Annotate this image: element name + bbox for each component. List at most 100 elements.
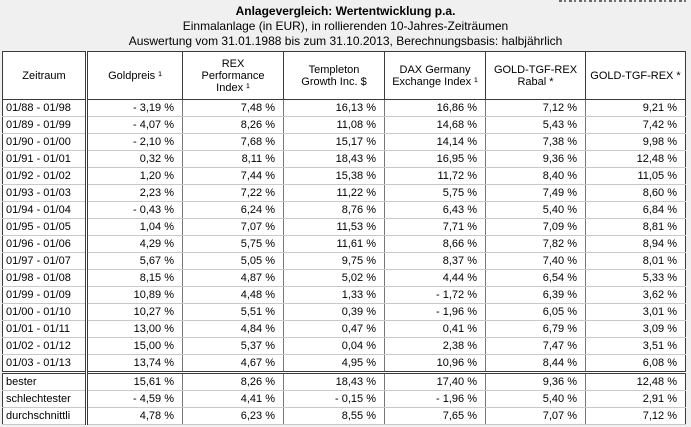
performance-table: Zeitraum Goldpreis ¹ REX Performance Index… [2,51,686,425]
table-row: 01/00 - 01/10 10,27 % 5,51 % 0,39 % - 1,96 %… [2,303,686,321]
summary-label-cell: schlechtester [2,390,88,408]
value-cell: 7,07 % [182,218,284,236]
value-cell: 7,12 % [585,407,686,425]
value-cell: 7,49 % [485,184,586,202]
period-cell: 01/94 - 01/04 [2,201,88,219]
value-cell: 8,44 % [485,354,586,373]
period-cell: 01/92 - 01/02 [2,167,88,185]
value-cell: 7,82 % [485,235,586,253]
column-header: Goldpreis ¹ [86,51,183,100]
report-title: Anlagevergleich: Wertentwicklung p.a. [235,4,456,18]
table-row: durchschnittli 4,78 % 6,23 % 8,55 % 7,65 % 7,… [2,407,686,425]
value-cell: 2,38 % [384,337,486,355]
value-cell: 4,84 % [182,320,284,338]
value-cell: 8,60 % [585,184,686,202]
value-cell: 7,22 % [182,184,284,202]
value-cell: 0,32 % [86,150,183,168]
value-cell: - 4,07 % [86,116,183,134]
value-cell: 17,40 % [384,371,486,391]
value-cell: 10,89 % [86,286,183,304]
value-cell: 16,86 % [384,99,486,117]
table-summary: bester 15,61 % 8,26 % 18,43 % 17,40 % 9,36 % 1… [2,371,686,425]
value-cell: 5,51 % [182,303,284,321]
value-cell: 14,14 % [384,133,486,151]
table-row: 01/89 - 01/99- 4,07 % 8,26 % 11,08 % 14,68 … [2,116,686,134]
table-row: 01/94 - 01/04- 0,43 % 6,24 % 8,76 % 6,43 % 5… [2,201,686,219]
value-cell: 12,48 % [585,150,686,168]
value-cell: 5,37 % [182,337,284,355]
value-cell: 5,33 % [585,269,686,287]
value-cell: 11,72 % [384,167,486,185]
value-cell: 15,17 % [283,133,385,151]
column-header: GOLD-TGF-REX * [585,51,686,100]
value-cell: 13,00 % [86,320,183,338]
period-cell: 01/96 - 01/06 [2,235,88,253]
value-cell: 6,39 % [485,286,586,304]
value-cell: - 0,43 % [86,201,183,219]
value-cell: 7,48 % [182,99,284,117]
period-cell: 01/00 - 01/10 [2,303,88,321]
column-header: Templeton Growth Inc. $ [283,51,385,100]
value-cell: 4,41 % [182,390,284,408]
period-cell: 01/90 - 01/00 [2,133,88,151]
value-cell: 7,40 % [485,252,586,270]
table-row: 01/92 - 01/02 1,20 % 7,44 % 15,38 % 11,72 % 8… [2,167,686,185]
value-cell: 8,26 % [182,116,284,134]
value-cell: 4,95 % [283,354,385,373]
table-row: 01/90 - 01/00- 2,10 % 7,68 % 15,17 % 14,14 … [2,133,686,151]
table-row: 01/96 - 01/06 4,29 % 5,75 % 11,61 % 8,66 % 7,… [2,235,686,253]
value-cell: 9,21 % [585,99,686,117]
header-row: Zeitraum Goldpreis ¹ REX Performance Index… [2,51,686,100]
value-cell: 0,47 % [283,320,385,338]
summary-label-cell: durchschnittli [2,407,88,425]
value-cell: 8,15 % [86,269,183,287]
value-cell: 7,07 % [485,407,586,425]
value-cell: 0,04 % [283,337,385,355]
value-cell: 16,95 % [384,150,486,168]
value-cell: 5,75 % [384,184,486,202]
value-cell: 5,40 % [485,390,586,408]
value-cell: 12,48 % [585,371,686,391]
table-body: 01/88 - 01/98- 3,19 % 7,48 % 16,13 % 16,86 … [2,99,686,373]
value-cell: 9,36 % [485,150,586,168]
value-cell: 1,20 % [86,167,183,185]
table-row: 01/03 - 01/13 13,74 % 4,67 % 4,95 % 10,96 % 8… [2,354,686,373]
column-header: Zeitraum [2,51,88,100]
value-cell: 6,24 % [182,201,284,219]
period-cell: 01/95 - 01/05 [2,218,88,236]
value-cell: 3,09 % [585,320,686,338]
value-cell: 5,43 % [485,116,586,134]
value-cell: 8,37 % [384,252,486,270]
value-cell: 8,26 % [182,371,284,391]
column-header: DAX Germany Exchange Index ¹ [384,51,486,100]
value-cell: 4,67 % [182,354,284,373]
value-cell: 11,08 % [283,116,385,134]
value-cell: 4,44 % [384,269,486,287]
table-row: 01/95 - 01/05 1,04 % 7,07 % 11,53 % 7,71 % 7,… [2,218,686,236]
value-cell: 5,67 % [86,252,183,270]
column-header: GOLD-TGF-REX Rabal * [485,51,586,100]
value-cell: 4,48 % [182,286,284,304]
value-cell: 3,62 % [585,286,686,304]
value-cell: 5,05 % [182,252,284,270]
table-header: Zeitraum Goldpreis ¹ REX Performance Index… [2,51,686,100]
value-cell: 14,68 % [384,116,486,134]
table-row: 01/01 - 01/11 13,00 % 4,84 % 0,47 % 0,41 % 6,… [2,320,686,338]
value-cell: 7,09 % [485,218,586,236]
value-cell: 5,40 % [485,201,586,219]
period-cell: 01/97 - 01/07 [2,252,88,270]
value-cell: 11,53 % [283,218,385,236]
value-cell: 6,54 % [485,269,586,287]
value-cell: 7,71 % [384,218,486,236]
value-cell: 7,38 % [485,133,586,151]
value-cell: 7,42 % [585,116,686,134]
value-cell: 7,44 % [182,167,284,185]
value-cell: - 4,59 % [86,390,183,408]
value-cell: 4,87 % [182,269,284,287]
value-cell: 8,94 % [585,235,686,253]
table-row: 01/02 - 01/12 15,00 % 5,37 % 0,04 % 2,38 % 7,… [2,337,686,355]
value-cell: 13,74 % [86,354,183,373]
value-cell: 6,43 % [384,201,486,219]
value-cell: 9,36 % [485,371,586,391]
value-cell: 9,75 % [283,252,385,270]
